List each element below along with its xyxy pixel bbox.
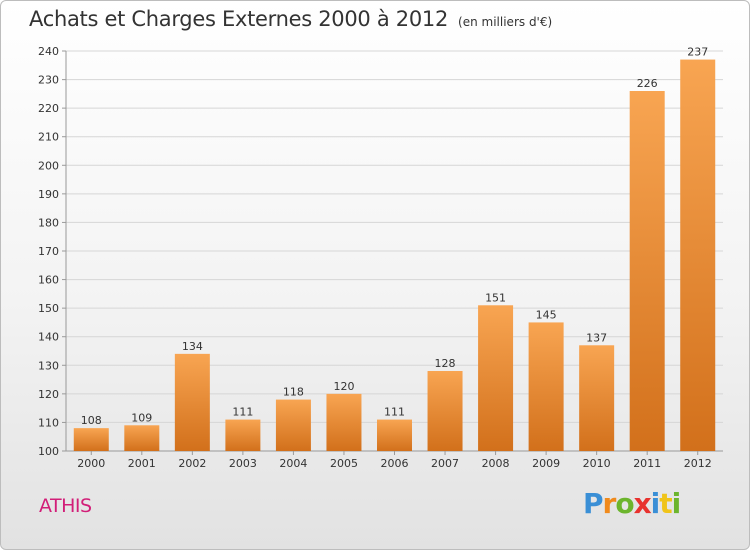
- y-tick-label: 130: [38, 359, 59, 372]
- bar-value-label: 120: [333, 380, 354, 393]
- bar-value-label: 134: [182, 340, 203, 353]
- y-tick-label: 230: [38, 74, 59, 87]
- x-tick-label: 2004: [279, 457, 307, 470]
- bar-value-label: 109: [131, 411, 152, 424]
- bar: [174, 353, 210, 451]
- bar-value-label: 111: [384, 406, 405, 419]
- labels: 100 110 120 130 140 150 160 170 180 190 200 210 220 2…: [38, 45, 712, 470]
- y-tick-label: 200: [38, 159, 59, 172]
- bar: [275, 399, 311, 451]
- x-tick-label: 2002: [178, 457, 206, 470]
- x-tick-label: 2000: [77, 457, 105, 470]
- x-tick-label: 2008: [482, 457, 510, 470]
- bar: [528, 322, 564, 451]
- x-tick-label: 2012: [684, 457, 712, 470]
- bar-value-label: 137: [586, 331, 607, 344]
- bar-value-label: 118: [283, 386, 304, 399]
- y-tick-label: 150: [38, 302, 59, 315]
- logo-letter: r: [602, 487, 617, 520]
- bars: [73, 59, 716, 451]
- chart-units: (en milliers d'€): [458, 15, 553, 29]
- bar: [629, 91, 665, 451]
- commune-name: ATHIS: [39, 495, 92, 517]
- x-tick-label: 2007: [431, 457, 459, 470]
- bar: [124, 425, 160, 451]
- x-tick-label: 2011: [633, 457, 661, 470]
- x-tick-label: 2006: [381, 457, 409, 470]
- logo-letter: x: [633, 487, 652, 520]
- y-tick-label: 240: [38, 45, 59, 58]
- logo-letter: P: [583, 487, 604, 520]
- bar: [680, 59, 716, 451]
- bar: [225, 419, 261, 451]
- logo-letter: i: [671, 487, 682, 520]
- x-tick-label: 2010: [583, 457, 611, 470]
- chart-title-block: Achats et Charges Externes 2000 à 2012 (e…: [29, 7, 552, 31]
- bar-value-label: 226: [637, 77, 658, 90]
- y-tick-label: 190: [38, 188, 59, 201]
- x-tick-label: 2009: [532, 457, 560, 470]
- bar: [427, 371, 463, 451]
- y-tick-label: 170: [38, 245, 59, 258]
- y-tick-label: 180: [38, 216, 59, 229]
- chart-title: Achats et Charges Externes 2000 à 2012: [29, 7, 449, 31]
- y-tick-label: 100: [38, 445, 59, 458]
- x-tick-label: 2001: [128, 457, 156, 470]
- x-tick-label: 2003: [229, 457, 257, 470]
- x-tick-label: 2005: [330, 457, 358, 470]
- proxiti-logo[interactable]: Proxiti: [583, 487, 682, 520]
- y-tick-label: 160: [38, 274, 59, 287]
- bar: [478, 305, 514, 451]
- y-tick-label: 120: [38, 388, 59, 401]
- bar-value-label: 237: [687, 46, 708, 59]
- bar: [73, 428, 109, 451]
- y-tick-label: 220: [38, 102, 59, 115]
- y-tick-label: 210: [38, 131, 59, 144]
- bar: [579, 345, 615, 451]
- bar-value-label: 108: [81, 414, 102, 427]
- gridlines: [66, 50, 723, 423]
- logo-letter: t: [659, 487, 672, 520]
- axes: [62, 50, 723, 455]
- bar-value-label: 145: [536, 308, 557, 321]
- bar-value-label: 151: [485, 291, 506, 304]
- logo-letter: o: [615, 487, 634, 520]
- y-tick-label: 110: [38, 416, 59, 429]
- bar: [326, 393, 362, 451]
- y-tick-label: 140: [38, 331, 59, 344]
- bar: [377, 419, 412, 451]
- logo-letter: i: [650, 487, 661, 520]
- bar-value-label: 111: [232, 406, 253, 419]
- bar-value-label: 128: [435, 357, 456, 370]
